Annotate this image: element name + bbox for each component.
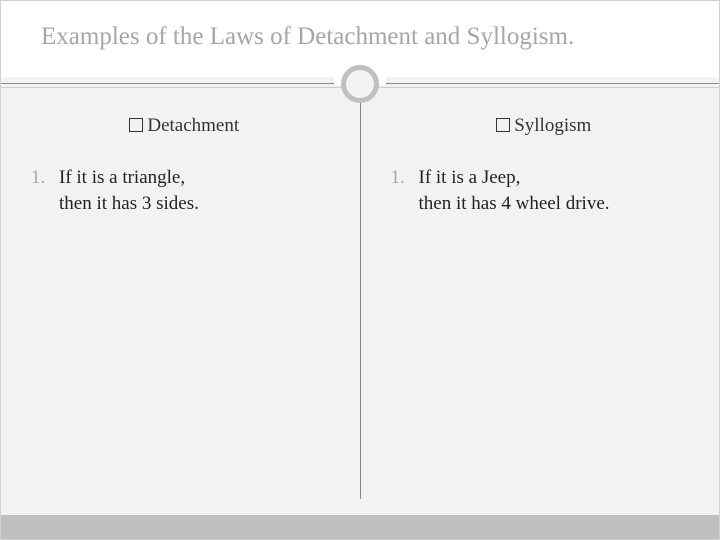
left-item-text: If it is a triangle, then it has 3 sides… — [59, 165, 338, 216]
right-line2: then it has 4 wheel drive. — [419, 191, 698, 217]
left-item: 1. If it is a triangle, then it has 3 si… — [31, 165, 338, 216]
ring-decoration — [341, 65, 379, 103]
left-item-number: 1. — [31, 165, 47, 216]
right-item-number: 1. — [391, 165, 407, 216]
left-line1: If it is a triangle, — [59, 165, 338, 191]
right-line1: If it is a Jeep, — [419, 165, 698, 191]
right-item: 1. If it is a Jeep, then it has 4 wheel … — [391, 165, 698, 216]
checkbox-icon — [496, 118, 510, 132]
left-heading: Detachment — [31, 115, 338, 137]
slide-title: Examples of the Laws of Detachment and S… — [41, 23, 699, 51]
slide: Examples of the Laws of Detachment and S… — [0, 0, 720, 540]
checkbox-icon — [129, 118, 143, 132]
right-column: Syllogism 1. If it is a Jeep, then it ha… — [361, 101, 720, 499]
right-heading-text: Syllogism — [514, 115, 591, 136]
left-line2: then it has 3 sides. — [59, 191, 338, 217]
content-area: Detachment 1. If it is a triangle, then … — [1, 101, 719, 499]
right-heading: Syllogism — [391, 115, 698, 137]
right-item-text: If it is a Jeep, then it has 4 wheel dri… — [419, 165, 698, 216]
left-heading-text: Detachment — [147, 115, 239, 136]
footer-bar — [1, 515, 719, 539]
left-column: Detachment 1. If it is a triangle, then … — [1, 101, 361, 499]
